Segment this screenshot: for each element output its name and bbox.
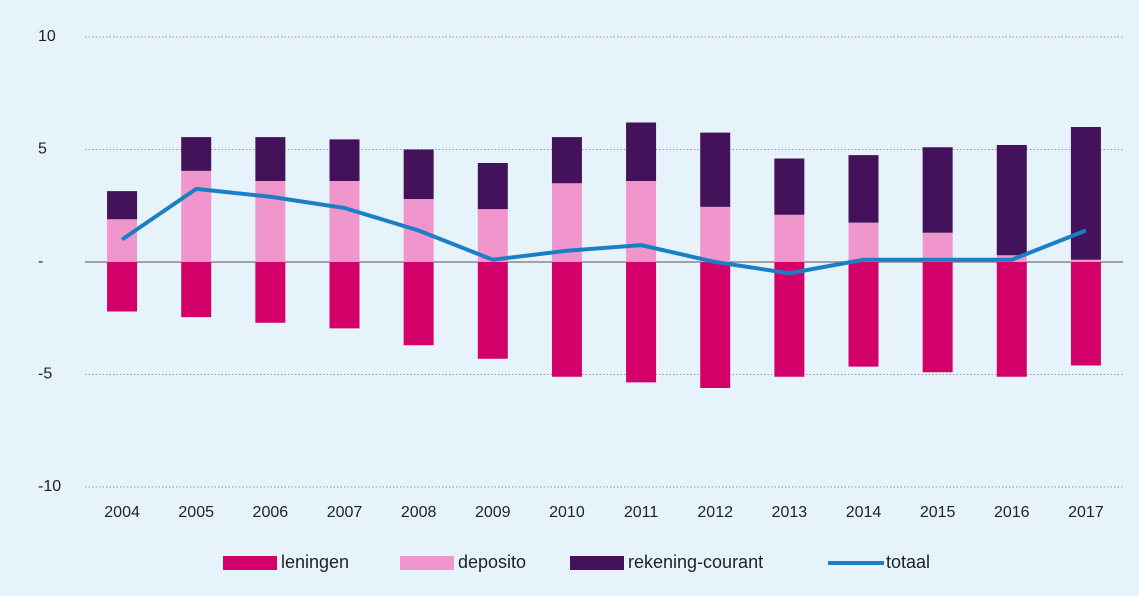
bar xyxy=(255,137,286,181)
bar xyxy=(255,181,286,262)
bar xyxy=(181,170,212,262)
y-tick-label: 5 xyxy=(38,141,47,158)
x-tick-label: 2009 xyxy=(475,504,511,521)
bar xyxy=(551,262,582,377)
legend-label: rekening-courant xyxy=(628,552,763,572)
bar xyxy=(477,163,508,210)
x-tick-label: 2017 xyxy=(1068,504,1104,521)
x-tick-label: 2004 xyxy=(104,504,140,521)
bar xyxy=(329,262,360,329)
bar xyxy=(996,145,1027,256)
x-tick-label: 2015 xyxy=(920,504,956,521)
bar xyxy=(774,262,805,377)
bar xyxy=(403,262,434,346)
bar xyxy=(1070,259,1101,262)
legend-swatch xyxy=(223,556,277,570)
bar xyxy=(1070,127,1101,260)
bar xyxy=(848,222,879,262)
bar xyxy=(477,209,508,262)
x-tick-label: 2012 xyxy=(697,504,733,521)
bar xyxy=(181,262,212,318)
x-tick-label: 2014 xyxy=(846,504,882,521)
bar xyxy=(848,262,879,367)
bar xyxy=(255,262,286,323)
legend-label: deposito xyxy=(458,552,526,572)
bar xyxy=(107,262,138,312)
bar xyxy=(329,181,360,262)
x-tick-label: 2006 xyxy=(253,504,289,521)
bar xyxy=(107,191,138,220)
bar xyxy=(996,262,1027,377)
bar xyxy=(922,262,953,373)
bar xyxy=(551,137,582,184)
bar xyxy=(700,262,731,388)
x-tick-label: 2010 xyxy=(549,504,585,521)
legend-label: leningen xyxy=(281,552,349,572)
legend-label: totaal xyxy=(886,552,930,572)
x-tick-label: 2005 xyxy=(178,504,214,521)
x-tick-label: 2008 xyxy=(401,504,437,521)
x-tick-label: 2011 xyxy=(624,504,659,521)
bar xyxy=(922,232,953,262)
y-tick-label: - xyxy=(38,253,43,270)
legend-swatch xyxy=(570,556,624,570)
x-tick-label: 2007 xyxy=(327,504,363,521)
bar xyxy=(403,149,434,199)
y-tick-label: 10 xyxy=(38,28,56,45)
bar xyxy=(700,206,731,262)
x-tick-label: 2016 xyxy=(994,504,1030,521)
bar xyxy=(626,122,657,181)
bar xyxy=(774,158,805,215)
x-tick-label: 2013 xyxy=(772,504,808,521)
bar xyxy=(329,139,360,181)
legend-swatch xyxy=(400,556,454,570)
bar xyxy=(774,214,805,262)
bar xyxy=(922,147,953,233)
bar xyxy=(700,132,731,207)
bar xyxy=(848,155,879,223)
bar xyxy=(626,181,657,262)
bar xyxy=(181,137,212,171)
bar xyxy=(477,262,508,359)
y-tick-label: -10 xyxy=(38,478,61,495)
y-tick-label: -5 xyxy=(38,366,52,383)
bar xyxy=(107,219,138,262)
bar xyxy=(626,262,657,383)
bar xyxy=(1070,262,1101,366)
line xyxy=(120,186,1087,276)
